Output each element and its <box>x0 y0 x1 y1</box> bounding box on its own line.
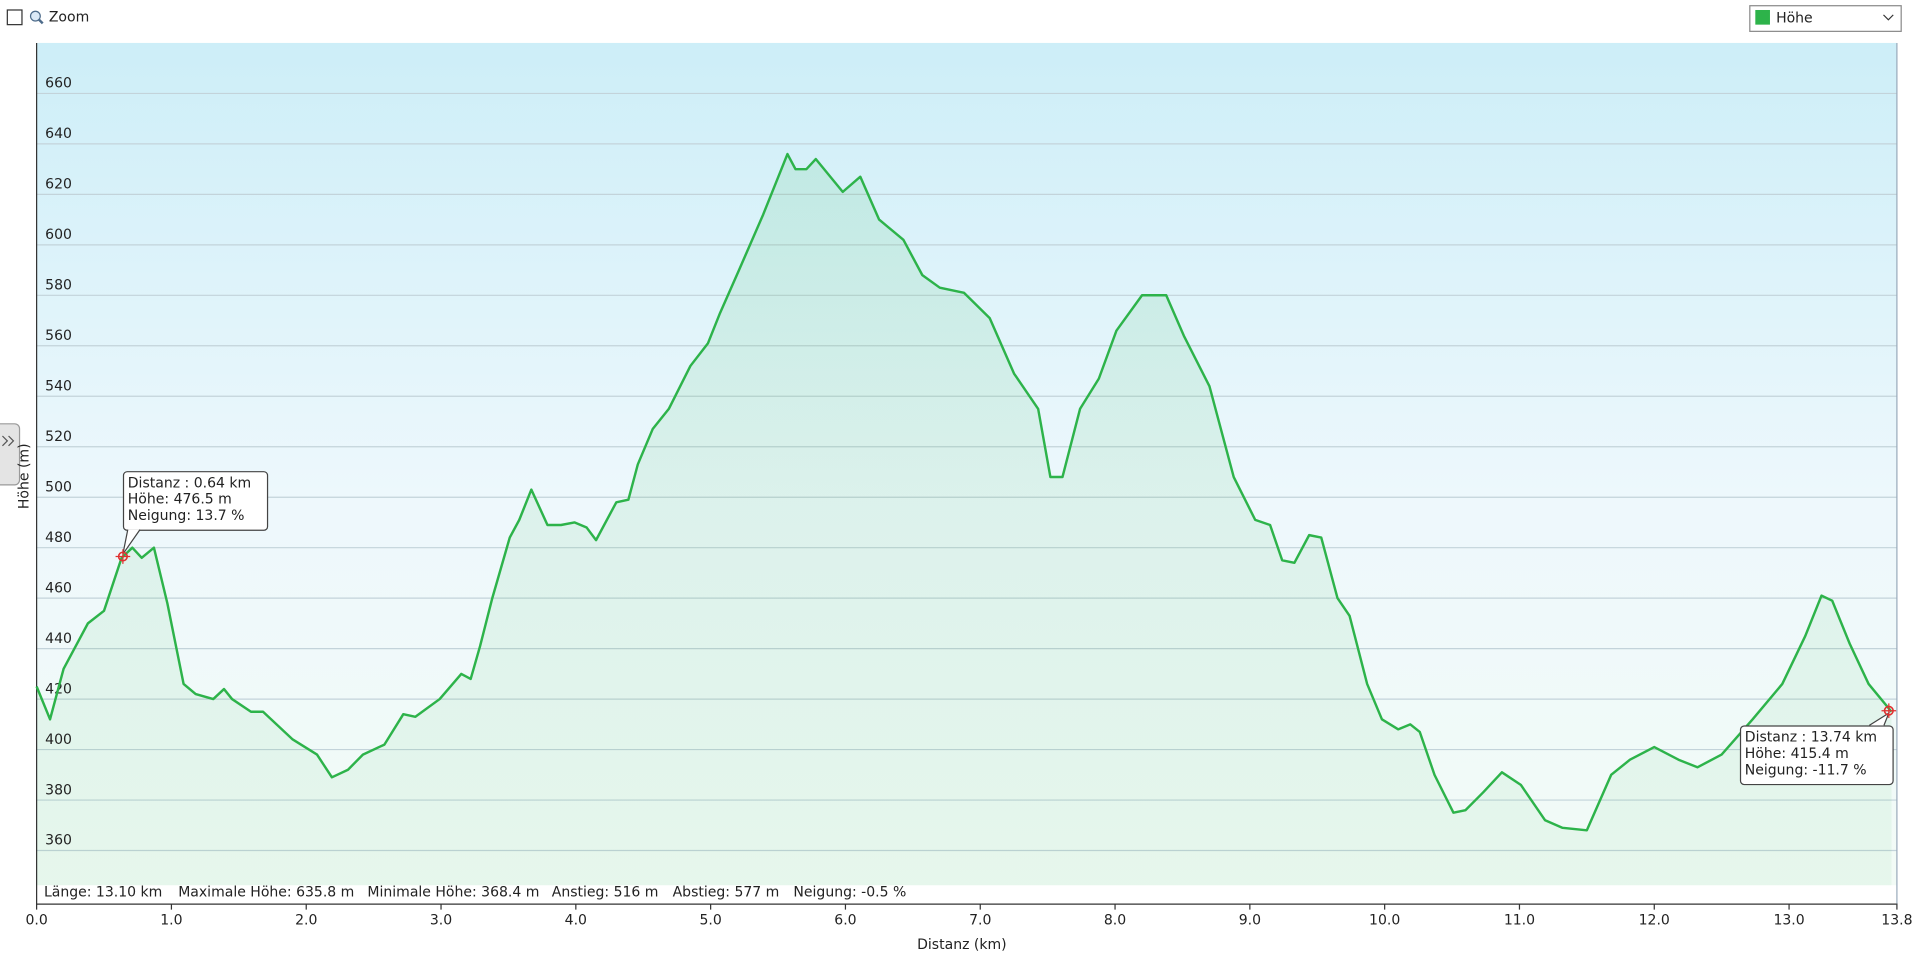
zoom-icon <box>29 10 41 22</box>
tooltip-line: Neigung: 13.7 % <box>128 508 245 524</box>
x-tick-label: 13.0 <box>1773 913 1804 929</box>
x-tick-label: 1.0 <box>160 913 182 929</box>
area-fill <box>36 154 1892 886</box>
x-tick-label: 3.0 <box>430 913 452 929</box>
x-tick-label: 11.0 <box>1504 913 1535 929</box>
y-tick-label: 380 <box>45 782 72 798</box>
y-tick-label: 640 <box>45 126 72 142</box>
x-tick-label: 9.0 <box>1239 913 1261 929</box>
stat-text: Neigung: -0.5 % <box>793 885 906 901</box>
point-marker-cross <box>1881 703 1897 719</box>
stat-text: Minimale Höhe: 368.4 m <box>367 885 539 901</box>
stat-text: Anstieg: 516 m <box>552 885 659 901</box>
y-tick-label: 580 <box>45 278 72 294</box>
y-tick-label: 440 <box>45 631 72 647</box>
x-tick-label: 13.8 <box>1881 913 1912 929</box>
x-tick-label: 6.0 <box>834 913 856 929</box>
tooltip-line: Neigung: -11.7 % <box>1745 763 1867 779</box>
y-tick-label: 400 <box>45 732 72 748</box>
x-axis-label: Distanz (km) <box>917 937 1006 953</box>
tooltip-line: Höhe: 476.5 m <box>128 492 232 508</box>
dropdown-arrow <box>1883 14 1894 21</box>
toggle-arrows <box>2 435 15 447</box>
x-tick-label: 8.0 <box>1104 913 1126 929</box>
x-tick-label: 7.0 <box>969 913 991 929</box>
tooltip-box <box>122 471 269 531</box>
x-tick-label: 10.0 <box>1369 913 1400 929</box>
dropdown-label[interactable]: Höhe <box>1776 11 1813 27</box>
x-tick-label: 2.0 <box>295 913 317 929</box>
y-tick-label: 540 <box>45 378 72 394</box>
dropdown-swatch <box>1755 9 1770 25</box>
y-tick-label: 520 <box>45 429 72 445</box>
x-tick-label: 12.0 <box>1639 913 1670 929</box>
y-tick-label: 360 <box>45 833 72 849</box>
y-axis-label: Höhe (m) <box>16 443 32 509</box>
x-tick-label: 5.0 <box>699 913 721 929</box>
stat-text: Länge: 13.10 km <box>44 885 162 901</box>
zoom-label[interactable]: Zoom <box>49 9 89 25</box>
stat-text: Maximale Höhe: 635.8 m <box>178 885 354 901</box>
point-marker-cross <box>115 549 131 564</box>
tooltip-line: Distanz : 13.74 km <box>1745 730 1877 746</box>
zoom-checkbox[interactable] <box>6 9 23 26</box>
zoom-icon-handle <box>38 18 44 25</box>
y-tick-label: 560 <box>45 328 72 344</box>
y-tick-label: 660 <box>45 76 72 92</box>
tooltip-box <box>1739 725 1894 786</box>
stat-text: Abstieg: 577 m <box>673 885 780 901</box>
tooltip-line: Höhe: 415.4 m <box>1745 746 1849 762</box>
x-tick-label: 0.0 <box>25 913 47 929</box>
x-tick-label: 4.0 <box>565 913 587 929</box>
elevation-line <box>35 152 1893 832</box>
y-tick-label: 480 <box>45 530 72 546</box>
y-tick-label: 500 <box>45 479 72 495</box>
tooltip-line: Distanz : 0.64 km <box>128 475 251 491</box>
y-tick-label: 460 <box>45 580 72 596</box>
series-dropdown[interactable] <box>1749 5 1902 32</box>
y-tick-label: 600 <box>45 227 72 243</box>
y-tick-label: 620 <box>45 177 72 193</box>
